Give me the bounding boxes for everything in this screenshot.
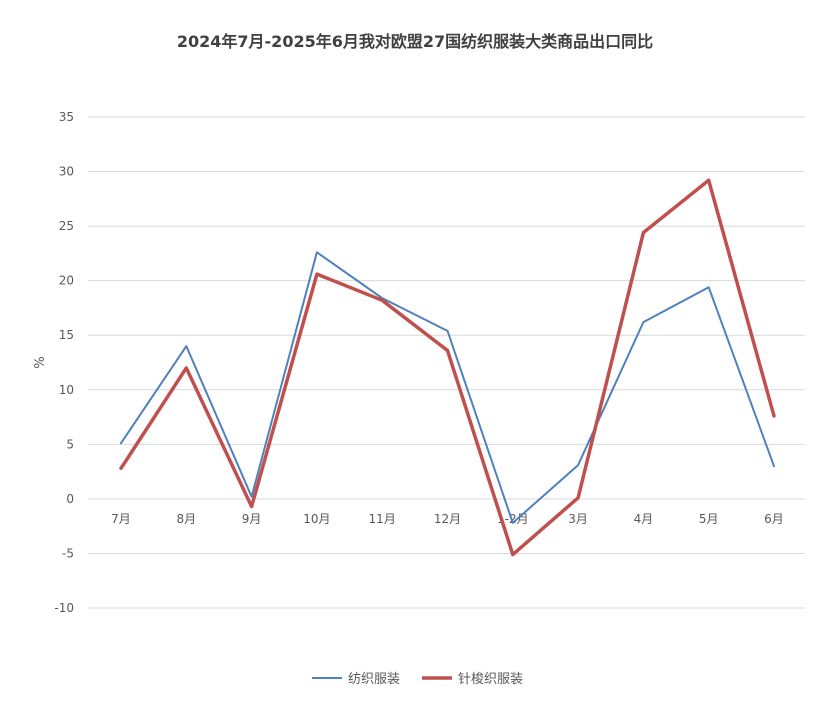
x-tick-label: 8月	[176, 512, 196, 526]
series-line-1	[120, 251, 775, 524]
y-tick-label: 15	[59, 328, 74, 342]
series-line-2	[119, 178, 776, 557]
legend-label: 针梭织服装	[458, 671, 523, 687]
y-tick-label: 20	[59, 274, 74, 288]
y-tick-label: 10	[59, 383, 74, 397]
x-tick-label: 5月	[699, 512, 719, 526]
chart-title: 2024年7月-2025年6月我对欧盟27国纺织服装大类商品出口同比	[176, 32, 654, 51]
x-tick-label: 11月	[369, 512, 396, 526]
y-axis-label: %	[33, 356, 48, 368]
x-tick-label: 7月	[111, 512, 131, 526]
x-tick-label: 10月	[303, 512, 330, 526]
x-tick-label: 4月	[634, 512, 654, 526]
x-tick-label: 3月	[568, 512, 588, 526]
y-tick-label: -5	[62, 546, 74, 560]
y-tick-label: 35	[59, 110, 74, 124]
y-tick-label: 25	[59, 219, 74, 233]
y-tick-label: -10	[54, 601, 74, 615]
y-tick-label: 0	[66, 492, 74, 506]
x-tick-label: 9月	[242, 512, 262, 526]
legend-label: 纺织服装	[348, 672, 400, 687]
x-tick-label: 6月	[764, 512, 784, 526]
x-tick-label: 12月	[434, 512, 461, 526]
y-tick-label: 30	[59, 165, 74, 179]
y-tick-label: 5	[66, 437, 74, 451]
